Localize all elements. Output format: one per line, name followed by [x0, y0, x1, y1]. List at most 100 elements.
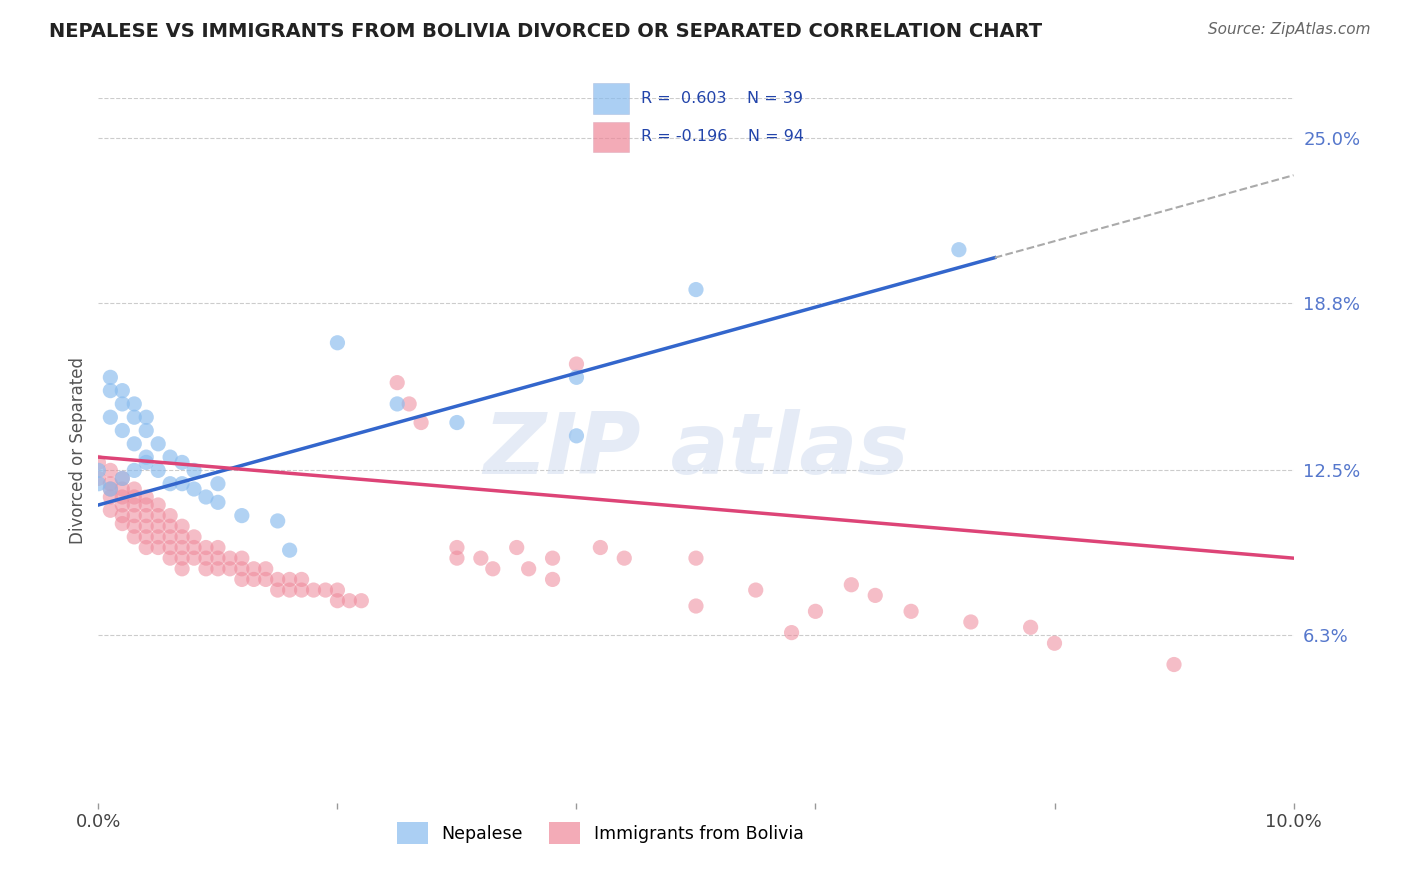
- Point: [685, 283, 707, 297]
- Point: [207, 541, 229, 555]
- Point: [326, 583, 349, 598]
- Point: [1043, 636, 1066, 650]
- Point: [565, 370, 588, 384]
- Point: [183, 482, 205, 496]
- Point: [98, 490, 122, 504]
- Point: [613, 551, 636, 566]
- Point: [207, 562, 229, 576]
- Point: [124, 463, 146, 477]
- Point: [135, 450, 157, 464]
- Point: [254, 573, 277, 587]
- Point: [446, 541, 468, 555]
- Point: [278, 543, 301, 558]
- Point: [685, 599, 707, 613]
- Point: [98, 384, 122, 398]
- Point: [148, 519, 170, 533]
- Point: [804, 604, 827, 618]
- Point: [98, 482, 122, 496]
- Point: [398, 397, 420, 411]
- Point: [124, 508, 146, 523]
- Text: NEPALESE VS IMMIGRANTS FROM BOLIVIA DIVORCED OR SEPARATED CORRELATION CHART: NEPALESE VS IMMIGRANTS FROM BOLIVIA DIVO…: [49, 22, 1042, 41]
- Point: [111, 471, 134, 485]
- Point: [339, 593, 361, 607]
- Point: [195, 541, 218, 555]
- Point: [124, 519, 146, 533]
- Point: [183, 463, 205, 477]
- Point: [172, 455, 194, 469]
- Point: [111, 490, 134, 504]
- Point: [111, 498, 134, 512]
- Point: [780, 625, 803, 640]
- Point: [124, 530, 146, 544]
- Point: [135, 530, 157, 544]
- Point: [172, 562, 194, 576]
- Point: [135, 410, 157, 425]
- Point: [124, 490, 146, 504]
- Point: [159, 541, 181, 555]
- Point: [135, 541, 157, 555]
- Point: [148, 530, 170, 544]
- Point: [541, 551, 564, 566]
- Point: [148, 508, 170, 523]
- Point: [243, 573, 266, 587]
- Point: [135, 508, 157, 523]
- Point: [1163, 657, 1185, 672]
- Point: [207, 476, 229, 491]
- Point: [254, 562, 277, 576]
- Text: Source: ZipAtlas.com: Source: ZipAtlas.com: [1208, 22, 1371, 37]
- Point: [183, 541, 205, 555]
- Point: [267, 514, 290, 528]
- Point: [98, 476, 122, 491]
- Bar: [592, 84, 628, 114]
- Point: [195, 562, 218, 576]
- Point: [148, 463, 170, 477]
- Point: [207, 495, 229, 509]
- Point: [111, 508, 134, 523]
- Point: [385, 376, 409, 390]
- Y-axis label: Divorced or Separated: Divorced or Separated: [69, 357, 87, 544]
- Point: [159, 519, 181, 533]
- Point: [111, 397, 134, 411]
- Point: [183, 551, 205, 566]
- Point: [315, 583, 337, 598]
- Point: [385, 397, 409, 411]
- Point: [172, 551, 194, 566]
- Point: [195, 551, 218, 566]
- Point: [231, 551, 253, 566]
- Point: [411, 416, 433, 430]
- Point: [326, 335, 349, 350]
- Point: [302, 583, 325, 598]
- Point: [87, 476, 110, 491]
- Point: [231, 508, 253, 523]
- Point: [541, 573, 564, 587]
- Point: [243, 562, 266, 576]
- Point: [446, 416, 468, 430]
- Point: [1019, 620, 1042, 634]
- Point: [865, 588, 887, 602]
- Point: [470, 551, 492, 566]
- Point: [219, 551, 242, 566]
- Point: [98, 503, 122, 517]
- Point: [111, 471, 134, 485]
- Point: [291, 583, 314, 598]
- Point: [135, 455, 157, 469]
- Point: [565, 429, 588, 443]
- Point: [278, 573, 301, 587]
- Point: [172, 519, 194, 533]
- Point: [159, 476, 181, 491]
- Point: [98, 410, 122, 425]
- Point: [135, 519, 157, 533]
- Text: ZIP atlas: ZIP atlas: [484, 409, 908, 492]
- Point: [183, 530, 205, 544]
- Point: [278, 583, 301, 598]
- Point: [745, 583, 768, 598]
- Point: [589, 541, 612, 555]
- Point: [960, 615, 983, 629]
- Point: [172, 541, 194, 555]
- Point: [87, 471, 110, 485]
- Point: [159, 551, 181, 566]
- Point: [124, 410, 146, 425]
- Point: [267, 583, 290, 598]
- Point: [111, 482, 134, 496]
- Text: R =  0.603    N = 39: R = 0.603 N = 39: [641, 91, 803, 106]
